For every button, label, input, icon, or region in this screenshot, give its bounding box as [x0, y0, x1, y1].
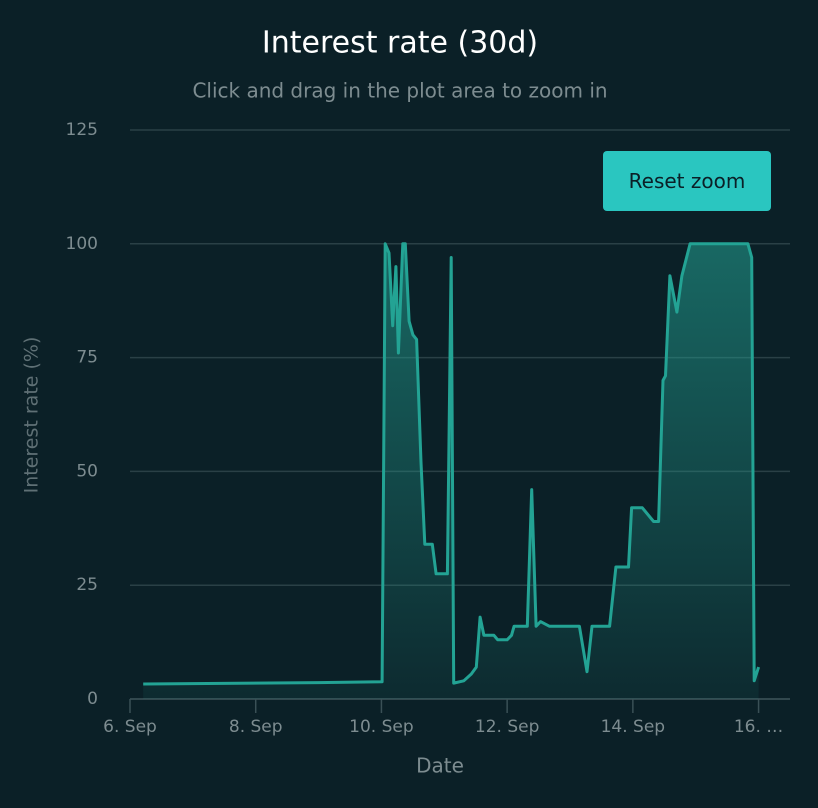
x-axis-label: Date — [416, 754, 464, 778]
chart-title: Interest rate (30d) — [262, 26, 538, 61]
x-tick-label: 10. Sep — [349, 717, 413, 737]
x-tick-label: 8. Sep — [229, 717, 283, 737]
y-tick-label: 50 — [76, 461, 98, 481]
x-tick-label: 16. … — [734, 717, 783, 737]
line — [143, 242, 761, 686]
area — [143, 243, 759, 700]
reset-zoom-button[interactable]: Reset zoom — [603, 151, 771, 211]
chart-subtitle: Click and drag in the plot area to zoom … — [192, 79, 607, 103]
y-axis-label: Interest rate (%) — [21, 337, 43, 494]
y-tick-label: 100 — [66, 234, 98, 254]
y-tick-label: 125 — [66, 120, 98, 140]
y-tick-label: 75 — [76, 348, 98, 368]
y-tick-label: 25 — [76, 575, 98, 595]
x-tick-label: 14. Sep — [601, 717, 665, 737]
x-tick-label: 12. Sep — [475, 717, 539, 737]
y-tick-label: 0 — [87, 689, 98, 709]
x-tick-label: 6. Sep — [103, 717, 157, 737]
